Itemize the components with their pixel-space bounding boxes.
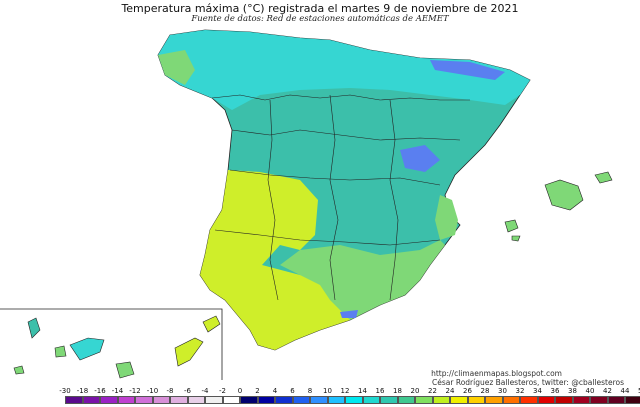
formentera-island [511, 235, 521, 242]
legend-swatch [555, 396, 573, 404]
legend-swatch [205, 396, 223, 404]
legend-label: 10 [323, 387, 332, 395]
legend-swatch [432, 396, 450, 404]
southwest-yellow-region [200, 170, 360, 350]
mallorca-island [544, 179, 584, 211]
legend-label: 30 [498, 387, 507, 395]
el-hierro-island [13, 365, 25, 375]
author-credit: César Rodríguez Ballesteros, twitter: @c… [432, 378, 624, 387]
legend-label: 38 [568, 387, 577, 395]
legend-swatch [117, 396, 135, 404]
legend-swatch [502, 396, 520, 404]
legend-label: 14 [358, 387, 367, 395]
east-green-region [435, 195, 458, 240]
map-subtitle: Fuente de datos: Red de estaciones autom… [191, 14, 449, 24]
legend-swatch [82, 396, 100, 404]
legend-label: -30 [59, 387, 71, 395]
legend-swatch [135, 396, 153, 404]
legend-swatch [257, 396, 275, 404]
sierra-nevada-cold-region [340, 310, 358, 318]
legend-swatch [310, 396, 328, 404]
legend-swatch [65, 396, 83, 404]
legend-label: 0 [237, 387, 243, 395]
legend-swatch [520, 396, 538, 404]
iberian-range-cold-region [400, 145, 440, 172]
tenerife-island [69, 337, 105, 361]
legend-label: -8 [166, 387, 174, 395]
legend-swatch [100, 396, 118, 404]
legend-label: 26 [463, 387, 472, 395]
map-title: Temperatura máxima (°C) registrada el ma… [121, 2, 519, 15]
temperature-legend: -30 -18 -16 -14 -12 -10 -8 -6 -4 -2 0 2 4 6 8 10 12 14 16 1… [58, 387, 640, 407]
legend-label: -12 [129, 387, 141, 395]
legend-swatch [415, 396, 433, 404]
fuerteventura-island [174, 337, 204, 367]
legend-swatch [572, 396, 590, 404]
legend-label: 40 [585, 387, 595, 395]
la-palma-island [27, 317, 41, 339]
north-cyan-region [158, 30, 530, 110]
canary-inset-frame [0, 308, 223, 380]
legend-label: 4 [272, 387, 278, 395]
legend-swatch [345, 396, 363, 404]
legend-label: 28 [480, 387, 490, 395]
source-url: http://climaenmapas.blogspot.com [431, 369, 562, 378]
gran-canaria-island [115, 361, 135, 379]
legend-label: 50 [638, 387, 640, 395]
legend-label: -6 [184, 387, 191, 395]
legend-swatch [397, 396, 415, 404]
legend-swatch [607, 396, 625, 404]
legend-swatch [152, 396, 170, 404]
legend-label: 8 [307, 387, 313, 395]
menorca-island [594, 171, 613, 184]
legend-label: 12 [340, 387, 350, 395]
south-green-region [280, 240, 445, 320]
legend-label: 18 [393, 387, 402, 395]
legend-swatch [467, 396, 485, 404]
province-borders [211, 94, 470, 301]
legend-swatch [275, 396, 293, 404]
legend-label: 42 [603, 387, 612, 395]
legend-label: -10 [146, 387, 159, 395]
legend-swatch [170, 396, 188, 404]
legend-swatch [240, 396, 258, 404]
ibiza-island [504, 219, 519, 233]
legend-swatch [625, 396, 640, 404]
legend-label: 6 [290, 387, 295, 395]
legend-swatch [362, 396, 380, 404]
legend-swatch [292, 396, 310, 404]
legend-label: 20 [410, 387, 420, 395]
legend-swatch [187, 396, 205, 404]
legend-label: -4 [201, 387, 209, 395]
legend-label: -2 [219, 387, 226, 395]
legend-swatch [327, 396, 345, 404]
legend-swatch [222, 396, 240, 404]
galicia-green-region [158, 50, 195, 85]
la-gomera-island [54, 345, 67, 358]
legend-swatch [450, 396, 468, 404]
lanzarote-island [202, 315, 221, 333]
legend-label: 44 [620, 387, 630, 395]
legend-label: 24 [445, 387, 455, 395]
legend-label: 22 [428, 387, 437, 395]
legend-swatch [537, 396, 555, 404]
legend-label: 2 [255, 387, 260, 395]
legend-label: -16 [94, 387, 106, 395]
legend-label: 36 [550, 387, 560, 395]
legend-label: 16 [375, 387, 385, 395]
cantabrian-cold-region [430, 60, 505, 80]
legend-swatch [485, 396, 503, 404]
legend-label: 34 [533, 387, 542, 395]
legend-swatch [590, 396, 608, 404]
legend-swatch [380, 396, 398, 404]
legend-label: 32 [515, 387, 525, 395]
legend-label: -18 [76, 387, 89, 395]
legend-label: -14 [111, 387, 124, 395]
